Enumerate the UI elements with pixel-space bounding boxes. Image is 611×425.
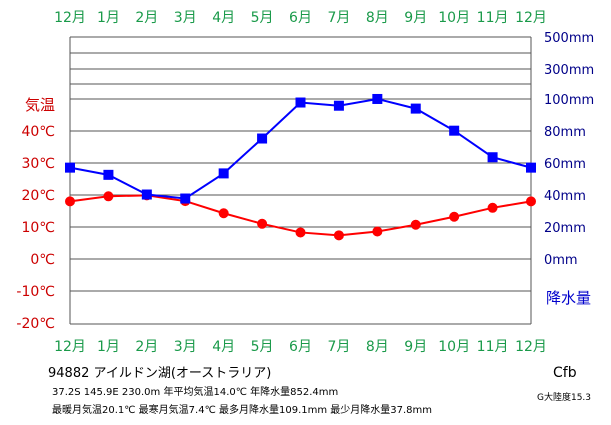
month-label-top: 12月 [515,10,547,26]
month-label-bottom: 9月 [404,339,427,355]
month-label-top: 2月 [135,10,158,26]
precipitation-line [69,97,532,200]
temperature-point [65,196,75,207]
precipitation-point [487,152,498,163]
temp-tick-label: -20℃ [16,316,55,332]
precipitation-point [526,162,536,173]
temp-tick-label: -10℃ [16,284,55,300]
precipitation-point [180,193,191,204]
month-label-bottom: 6月 [289,339,312,355]
temperature-point [487,202,498,213]
station-title: 94882 アイルドン湖(オーストラリア) [48,366,272,381]
temp-tick-label: 30℃ [21,156,55,172]
temperature-point [449,211,460,222]
month-label-bottom: 1月 [97,339,120,355]
precip-tick-label: 20mm [544,221,586,236]
station-summary: 37.2S 145.9E 230.0m 年平均気温14.0℃ 年降水量852.4… [52,387,339,398]
precip-tick-label: 300mm [544,63,594,78]
month-label-bottom: 5月 [251,339,274,355]
month-label-bottom: 7月 [327,339,350,355]
month-label-bottom: 10月 [438,339,470,355]
month-label-top: 12月 [54,10,86,26]
month-label-top: 9月 [404,10,427,26]
month-label-bottom: 8月 [366,339,389,355]
precipitation-point [295,97,306,108]
station-extremes: 最暖月気温20.1℃ 最寒月気温7.4℃ 最多月降水量109.1mm 最少月降水… [52,405,433,416]
month-label-top: 1月 [97,10,120,26]
precip-axis-title: 降水量 [546,289,591,307]
precip-tick-label: 500mm [544,31,594,46]
month-label-bottom: 11月 [477,339,509,355]
temp-tick-label: 40℃ [21,124,55,140]
precipitation-point [218,168,229,179]
temp-tick-label: 10℃ [21,220,55,236]
month-label-top: 6月 [289,10,312,26]
temperature-point [526,196,536,207]
temperature-point [218,208,229,219]
precipitation-point [333,100,344,111]
precipitation-point [449,125,460,136]
precipitation-point [141,189,152,200]
month-label-top: 11月 [477,10,509,26]
precip-tick-label: 100mm [544,93,594,108]
precipitation-point [65,162,75,173]
precipitation-point [257,133,268,144]
precip-tick-label: 60mm [544,157,586,172]
month-label-top: 10月 [438,10,470,26]
month-label-bottom: 3月 [174,339,197,355]
climate-region: G大陸度15.3 [537,393,592,403]
month-label-bottom: 12月 [515,339,547,355]
precipitation-point [410,103,421,114]
month-label-top: 8月 [366,10,389,26]
month-label-top: 7月 [327,10,350,26]
month-label-top: 5月 [251,10,274,26]
precip-tick-label: 40mm [544,189,586,204]
precip-tick-label: 0mm [544,253,578,268]
month-label-top: 4月 [212,10,235,26]
temperature-point [410,219,421,230]
month-label-bottom: 4月 [212,339,235,355]
temp-axis-title: 気温 [25,96,55,114]
climate-code: Cfb [553,365,577,381]
climate-chart: 12月 12月 1月 1月 2月 2月 3月 3月 4月 4月 5月 5月 6月 6月 7月 7月 8月 8月 9月… [16,10,594,355]
precipitation-point [103,169,114,180]
temperature-point [103,191,114,202]
temperature-point [372,226,383,237]
temperature-point [295,227,306,238]
precip-tick-label: 80mm [544,125,586,140]
month-label-top: 3月 [174,10,197,26]
precipitation-point [372,93,383,104]
temperature-point [257,218,268,229]
temperature-point [333,230,344,241]
temp-tick-label: 20℃ [21,188,55,204]
temp-tick-label: 0℃ [30,252,55,268]
month-label-bottom: 2月 [135,339,158,355]
month-label-bottom: 12月 [54,339,86,355]
